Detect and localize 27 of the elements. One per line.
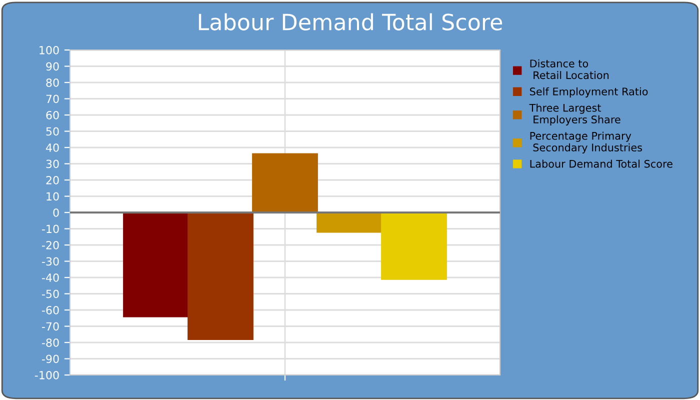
y-tick-label: -90 — [42, 354, 59, 364]
y-tick-label: -20 — [42, 240, 59, 250]
y-tick-label: 50 — [46, 127, 59, 136]
y-tick-label: 90 — [46, 62, 59, 71]
y-tick-label: -10 — [42, 224, 59, 234]
y-tick-label: -60 — [42, 306, 59, 314]
y-tick-label: 0 — [53, 208, 59, 217]
y-tick-label: 100 — [40, 46, 59, 54]
y-tick-label: -70 — [42, 322, 59, 331]
legend-label: Percentage Primary Secondary Industries — [530, 132, 642, 154]
legend-label: Distance to Retail Location — [530, 59, 609, 80]
legend-label: Three Largest Employers Share — [529, 104, 620, 126]
y-tick-label: 40 — [46, 143, 59, 152]
y-tick-label: -50 — [42, 290, 59, 298]
y-tick-label: -100 — [34, 370, 59, 380]
y-tick-label: 70 — [46, 94, 59, 104]
y-tick-label: -80 — [42, 338, 59, 347]
legend-label: Labour Demand Total Score — [530, 160, 672, 168]
y-tick-label: -40 — [42, 273, 59, 282]
legend-label: Self Employment Ratio — [530, 87, 648, 98]
y-tick-label: 60 — [46, 110, 59, 120]
y-tick-label: 80 — [46, 78, 59, 87]
y-tick-label: 30 — [46, 160, 59, 168]
chart-title: Labour Demand Total Score — [198, 13, 502, 30]
y-tick-label: 20 — [46, 176, 59, 184]
y-tick-label: 10 — [46, 192, 59, 201]
y-tick-label: -30 — [42, 257, 59, 266]
